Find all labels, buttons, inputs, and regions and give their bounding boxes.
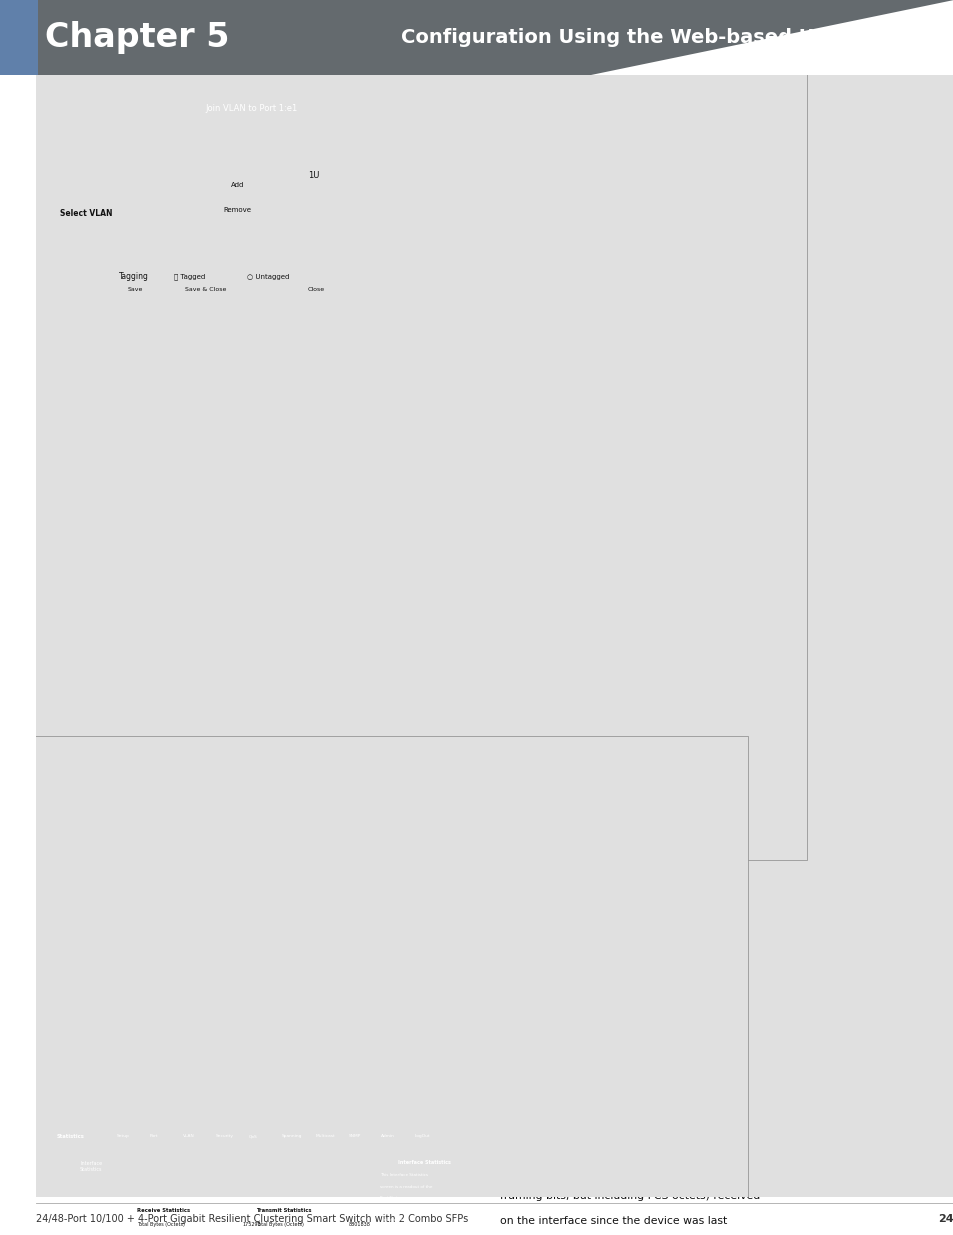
Text: VLAN ID now ending with “T” or “U” will appear: VLAN ID now ending with “T” or “U” will … xyxy=(50,545,310,555)
Text: A Division of Cisco Systems, Inc.: A Division of Cisco Systems, Inc. xyxy=(128,1087,207,1092)
Bar xyxy=(55,1157,127,1177)
Text: Refresh Rate: Refresh Rate xyxy=(137,1187,177,1192)
Text: will be refreshed.: will be refreshed. xyxy=(499,164,593,174)
Text: Click Save to save your changes and leave the: Click Save to save your changes and leav… xyxy=(50,785,305,795)
Text: Multicast and broadcast packets, since the device: Multicast and broadcast packets, since t… xyxy=(499,637,771,647)
Text: port already belongs.: port already belongs. xyxy=(50,441,167,451)
Text: Interfaces: Interfaces xyxy=(380,1218,403,1223)
Text: good Multicast packets received on the interface: good Multicast packets received on the i… xyxy=(499,823,766,832)
Text: refreshed.: refreshed. xyxy=(499,1031,555,1041)
Text: screen open, Save & Close to save your changes: screen open, Save & Close to save your c… xyxy=(50,810,316,820)
Text: received on the interface, including bad packets,: received on the interface, including bad… xyxy=(499,614,766,624)
Text: This Interface Statistics: This Interface Statistics xyxy=(380,1173,428,1177)
Text: Oversize Packets: Oversize Packets xyxy=(499,1063,603,1073)
Text: Select VLAN: Select VLAN xyxy=(60,209,112,217)
Text: packets (over 1518 octets) received on the: packets (over 1518 octets) received on t… xyxy=(499,1087,735,1097)
Text: the VLAN from the list on the left, then select: the VLAN from the list on the left, then… xyxy=(50,496,297,506)
Text: Add: Add xyxy=(50,473,73,483)
Text: CRC & Align Errors: CRC & Align Errors xyxy=(499,878,613,888)
Text: Interface Statistics: Interface Statistics xyxy=(397,1160,450,1165)
Text: 24-port 10/100 + 4-Port Gigabit Stackable Switch: 24-port 10/100 + 4-Port Gigabit Stackabl… xyxy=(223,1110,345,1115)
Text: Received Packets: Received Packets xyxy=(499,589,606,599)
Bar xyxy=(69,91,435,311)
Text: To remove the port from a VLAN, select: To remove the port from a VLAN, select xyxy=(86,601,304,611)
Text: Tagging: Tagging xyxy=(50,705,98,715)
Text: Statistics: Statistics xyxy=(50,890,153,909)
Text: Transmit Statistics: Transmit Statistics xyxy=(256,1208,312,1213)
Polygon shape xyxy=(591,0,953,75)
Text: (packets with less than 64 octets, excluding: (packets with less than 64 octets, exclu… xyxy=(499,1167,739,1177)
Text: Fragments: Fragments xyxy=(499,1144,564,1153)
Text: Interface: Interface xyxy=(499,196,555,206)
Text: Displays the number of oversized: Displays the number of oversized xyxy=(595,1063,781,1073)
Bar xyxy=(54,1126,114,1146)
Text: the statistics display. The values are 15 sec, 30: the statistics display. The values are 1… xyxy=(499,348,756,359)
Text: was last refreshed.: was last refreshed. xyxy=(499,662,602,672)
Text: Spanning: Spanning xyxy=(282,1135,302,1139)
Text: Setup: Setup xyxy=(117,1135,130,1139)
Text: Displays the number of CRC and: Displays the number of CRC and xyxy=(606,878,787,888)
Text: since the device was last refreshed.: since the device was last refreshed. xyxy=(499,926,695,936)
Text: Displays the number of: Displays the number of xyxy=(654,798,784,808)
Text: framing bits, but including FCS octets) received: framing bits, but including FCS octets) … xyxy=(499,1192,760,1202)
Text: ○ LAG  --------▾: ○ LAG --------▾ xyxy=(196,1173,232,1178)
Text: does not include Multicast packets.: does not include Multicast packets. xyxy=(499,766,691,776)
FancyBboxPatch shape xyxy=(0,0,697,861)
Text: Displays the number of: Displays the number of xyxy=(600,958,731,968)
Text: in the list on the right.: in the list on the right. xyxy=(50,569,172,579)
Text: sec, 60 sec, and No Refresh (default).: sec, 60 sec, and No Refresh (default). xyxy=(499,373,704,383)
Text: Align errors that have occurred on the interface: Align errors that have occurred on the i… xyxy=(499,903,760,913)
Text: display statistics for a LAG, select LAG and then: display statistics for a LAG, select LAG… xyxy=(499,268,760,279)
Text: Receive Statistics: Receive Statistics xyxy=(137,1208,191,1213)
Text: Undersize Packets: Undersize Packets xyxy=(499,958,611,968)
Text: Chapter 5: Chapter 5 xyxy=(45,21,230,54)
Text: can also specify the rate at which the display: can also specify the rate at which the d… xyxy=(499,140,746,151)
Text: Total Bytes (Octets): Total Bytes (Octets) xyxy=(137,1221,185,1226)
Text: since the device was last refreshed. This number: since the device was last refreshed. Thi… xyxy=(499,742,766,752)
Text: Port Status.: Port Status. xyxy=(380,1195,404,1200)
Text: LogOut: LogOut xyxy=(414,1135,430,1139)
Text: Security: Security xyxy=(216,1135,233,1139)
Text: right lists the IDs of the VLANs to which the: right lists the IDs of the VLANs to whic… xyxy=(50,416,288,426)
Text: packets and FCS octets, but excludes framing bits.: packets and FCS octets, but excludes fra… xyxy=(499,557,776,567)
Text: for the Ethernet port or LAG that you specify. You: for the Ethernet port or LAG that you sp… xyxy=(499,116,767,126)
Bar xyxy=(151,159,201,272)
Text: Displays the number of: Displays the number of xyxy=(636,485,767,495)
Text: undersized packets (less than 64 octets) received: undersized packets (less than 64 octets)… xyxy=(499,983,771,993)
Text: was last refreshed. This number includes bad: was last refreshed. This number includes… xyxy=(499,534,746,543)
Text: screen is a readout of the: screen is a readout of the xyxy=(380,1184,433,1188)
Text: VLAN Management > VLAN to Port > Join VLAN to Port: VLAN Management > VLAN to Port > Join VL… xyxy=(129,325,375,335)
Text: Remove. The VLAN ID will appear in the list on: Remove. The VLAN ID will appear in the l… xyxy=(50,650,304,659)
Text: Add: Add xyxy=(231,182,244,188)
Text: When you are adding a port to a VLAN,: When you are adding a port to a VLAN, xyxy=(91,705,309,715)
Bar xyxy=(289,159,338,272)
Text: Save & Close: Save & Close xyxy=(185,288,227,293)
Text: Remove: Remove xyxy=(50,601,99,611)
Bar xyxy=(54,1065,472,1235)
Text: ⦿ Unit No.  1 ▾  Port  GE#1 ▾: ⦿ Unit No. 1 ▾ Port GE#1 ▾ xyxy=(196,1160,265,1165)
Text: 24: 24 xyxy=(938,1214,953,1224)
Text: the VLAN from the list on the right and click: the VLAN from the list on the right and … xyxy=(50,625,290,635)
Text: octets received on the interface since the device: octets received on the interface since t… xyxy=(499,509,766,519)
Text: device was last refreshed.: device was last refreshed. xyxy=(499,453,641,463)
Text: Interface: Interface xyxy=(137,1160,165,1165)
Text: Tagging: Tagging xyxy=(119,273,149,282)
Text: LINKSYS: LINKSYS xyxy=(62,1078,109,1088)
Text: Multicast: Multicast xyxy=(314,1135,335,1139)
Text: the screen without saving your changes.: the screen without saving your changes. xyxy=(50,858,272,868)
FancyBboxPatch shape xyxy=(0,736,747,1235)
Text: Admin: Admin xyxy=(381,1135,395,1139)
Text: Discard and: Discard and xyxy=(380,1230,407,1234)
Text: Displays the number of packets: Displays the number of packets xyxy=(595,589,771,599)
Text: Close: Close xyxy=(307,288,324,293)
Bar xyxy=(54,1126,472,1149)
Text: on the interface since the device was last: on the interface since the device was la… xyxy=(499,1215,726,1225)
Text: 24/48-Port 10/100 + 4-Port Gigabit Resilient Clustering Smart Switch with 2 Comb: 24/48-Port 10/100 + 4-Port Gigabit Resil… xyxy=(36,1214,468,1224)
FancyBboxPatch shape xyxy=(0,0,626,861)
Text: Displays the number of dropped events: Displays the number of dropped events xyxy=(565,405,784,415)
Bar xyxy=(54,1149,128,1235)
FancyBboxPatch shape xyxy=(0,0,806,861)
Text: Total Bytes (Octets): Total Bytes (Octets) xyxy=(256,1221,304,1226)
Text: good broadcast packets received on the interface: good broadcast packets received on the i… xyxy=(499,718,771,727)
